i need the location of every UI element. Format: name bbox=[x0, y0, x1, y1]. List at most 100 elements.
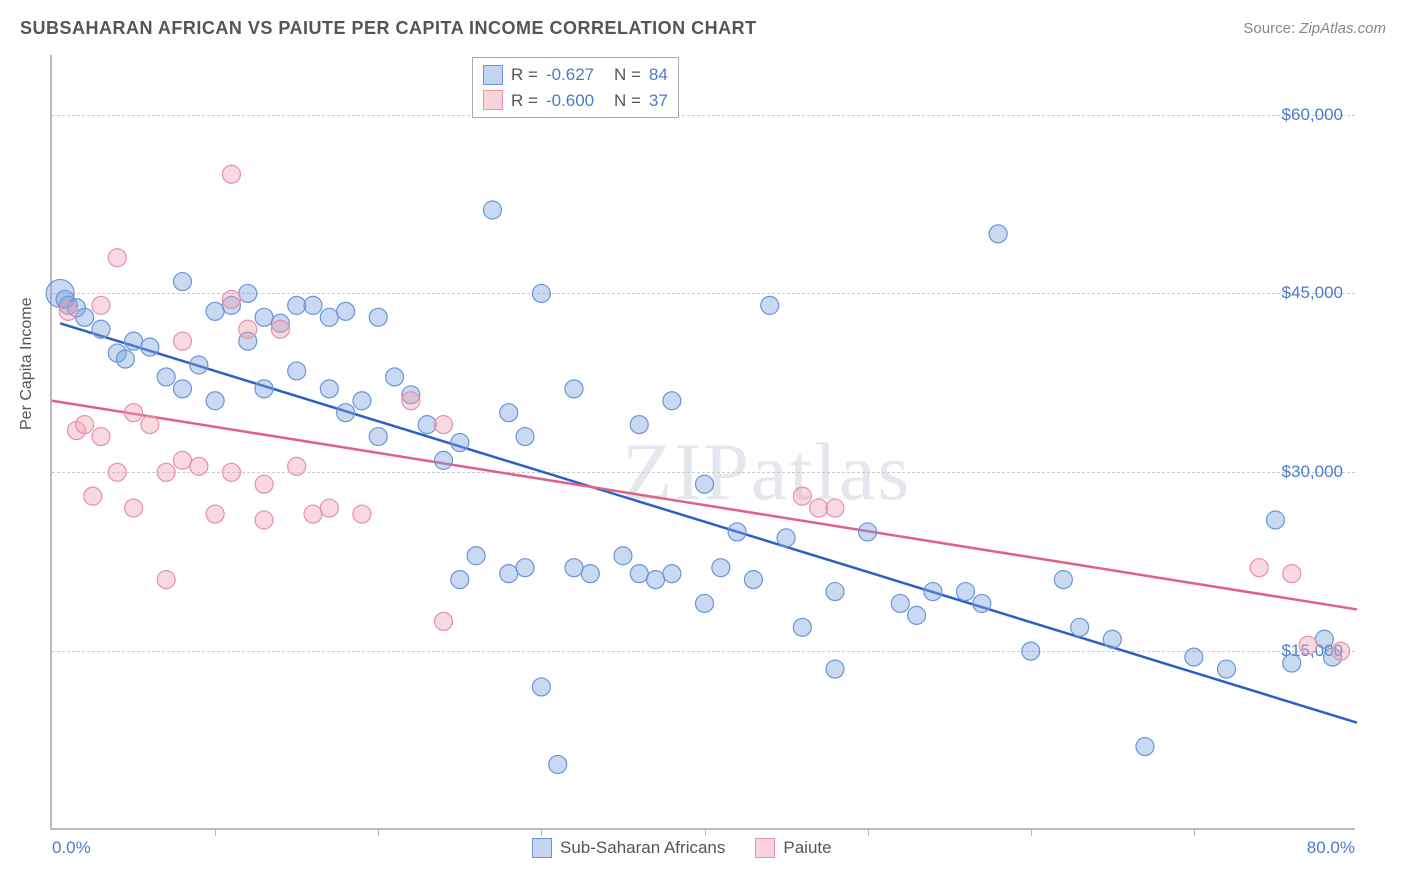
data-point bbox=[1022, 642, 1040, 660]
data-point bbox=[614, 547, 632, 565]
data-point bbox=[1283, 654, 1301, 672]
data-point bbox=[1332, 642, 1350, 660]
data-point bbox=[206, 392, 224, 410]
data-point bbox=[288, 457, 306, 475]
legend-label: Paiute bbox=[783, 838, 831, 858]
data-point bbox=[516, 428, 534, 446]
data-point bbox=[1218, 660, 1236, 678]
data-point bbox=[793, 618, 811, 636]
data-point bbox=[157, 571, 175, 589]
data-point bbox=[957, 583, 975, 601]
title-bar: SUBSAHARAN AFRICAN VS PAIUTE PER CAPITA … bbox=[20, 18, 1386, 39]
n-label: N = bbox=[614, 88, 641, 114]
x-tick bbox=[868, 828, 869, 836]
data-point bbox=[255, 511, 273, 529]
data-point bbox=[630, 565, 648, 583]
data-point bbox=[810, 499, 828, 517]
data-point bbox=[483, 201, 501, 219]
source-label: Source: bbox=[1243, 20, 1295, 37]
data-point bbox=[500, 565, 518, 583]
data-point bbox=[174, 332, 192, 350]
data-point bbox=[1315, 630, 1333, 648]
n-value: 84 bbox=[649, 62, 668, 88]
data-point bbox=[435, 416, 453, 434]
data-point bbox=[255, 380, 273, 398]
data-point bbox=[108, 249, 126, 267]
data-point bbox=[337, 302, 355, 320]
data-point bbox=[320, 499, 338, 517]
data-point bbox=[581, 565, 599, 583]
data-point bbox=[744, 571, 762, 589]
n-value: 37 bbox=[649, 88, 668, 114]
data-point bbox=[190, 356, 208, 374]
data-point bbox=[891, 594, 909, 612]
x-tick bbox=[541, 828, 542, 836]
data-point bbox=[353, 505, 371, 523]
n-label: N = bbox=[614, 62, 641, 88]
x-tick bbox=[1031, 828, 1032, 836]
data-point bbox=[206, 302, 224, 320]
data-point bbox=[908, 606, 926, 624]
x-axis-min-label: 0.0% bbox=[52, 838, 91, 858]
data-point bbox=[989, 225, 1007, 243]
data-point bbox=[924, 583, 942, 601]
legend-item: Sub-Saharan Africans bbox=[532, 838, 725, 858]
data-point bbox=[1136, 738, 1154, 756]
data-point bbox=[1185, 648, 1203, 666]
data-point bbox=[239, 320, 257, 338]
r-label: R = bbox=[511, 88, 538, 114]
data-point bbox=[76, 416, 94, 434]
data-point bbox=[190, 457, 208, 475]
data-point bbox=[859, 523, 877, 541]
data-point bbox=[92, 296, 110, 314]
legend-swatch bbox=[532, 838, 552, 858]
data-point bbox=[304, 505, 322, 523]
data-point bbox=[157, 368, 175, 386]
legend-swatch bbox=[483, 65, 503, 85]
y-axis-title: Per Capita Income bbox=[18, 297, 36, 430]
data-point bbox=[337, 404, 355, 422]
data-point bbox=[174, 380, 192, 398]
x-axis-max-label: 80.0% bbox=[1307, 838, 1355, 858]
data-point bbox=[402, 392, 420, 410]
x-tick bbox=[378, 828, 379, 836]
data-point bbox=[630, 416, 648, 434]
data-point bbox=[125, 499, 143, 517]
data-point bbox=[369, 428, 387, 446]
data-point bbox=[320, 308, 338, 326]
plot-area: ZIPatlas $15,000$30,000$45,000$60,000 0.… bbox=[50, 55, 1355, 830]
data-point bbox=[549, 755, 567, 773]
data-point bbox=[174, 273, 192, 291]
data-point bbox=[239, 284, 257, 302]
data-point bbox=[826, 583, 844, 601]
data-point bbox=[467, 547, 485, 565]
data-point bbox=[59, 302, 77, 320]
data-point bbox=[125, 404, 143, 422]
data-point bbox=[141, 338, 159, 356]
data-point bbox=[157, 463, 175, 481]
chart-container: SUBSAHARAN AFRICAN VS PAIUTE PER CAPITA … bbox=[0, 0, 1406, 892]
scatter-svg bbox=[52, 55, 1355, 828]
series-legend: Sub-Saharan Africans Paiute bbox=[532, 838, 832, 858]
data-point bbox=[125, 332, 143, 350]
chart-title: SUBSAHARAN AFRICAN VS PAIUTE PER CAPITA … bbox=[20, 18, 757, 39]
data-point bbox=[516, 559, 534, 577]
data-point bbox=[826, 499, 844, 517]
data-point bbox=[793, 487, 811, 505]
legend-row: R =-0.600N =37 bbox=[483, 88, 668, 114]
data-point bbox=[271, 320, 289, 338]
legend-swatch bbox=[483, 90, 503, 110]
data-point bbox=[647, 571, 665, 589]
source-credit: Source: ZipAtlas.com bbox=[1243, 20, 1386, 37]
x-tick bbox=[215, 828, 216, 836]
data-point bbox=[174, 451, 192, 469]
data-point bbox=[973, 594, 991, 612]
trend-line bbox=[60, 323, 1357, 722]
r-value: -0.627 bbox=[546, 62, 606, 88]
data-point bbox=[255, 308, 273, 326]
x-tick bbox=[705, 828, 706, 836]
data-point bbox=[1266, 511, 1284, 529]
data-point bbox=[532, 284, 550, 302]
data-point bbox=[1283, 565, 1301, 583]
data-point bbox=[255, 475, 273, 493]
